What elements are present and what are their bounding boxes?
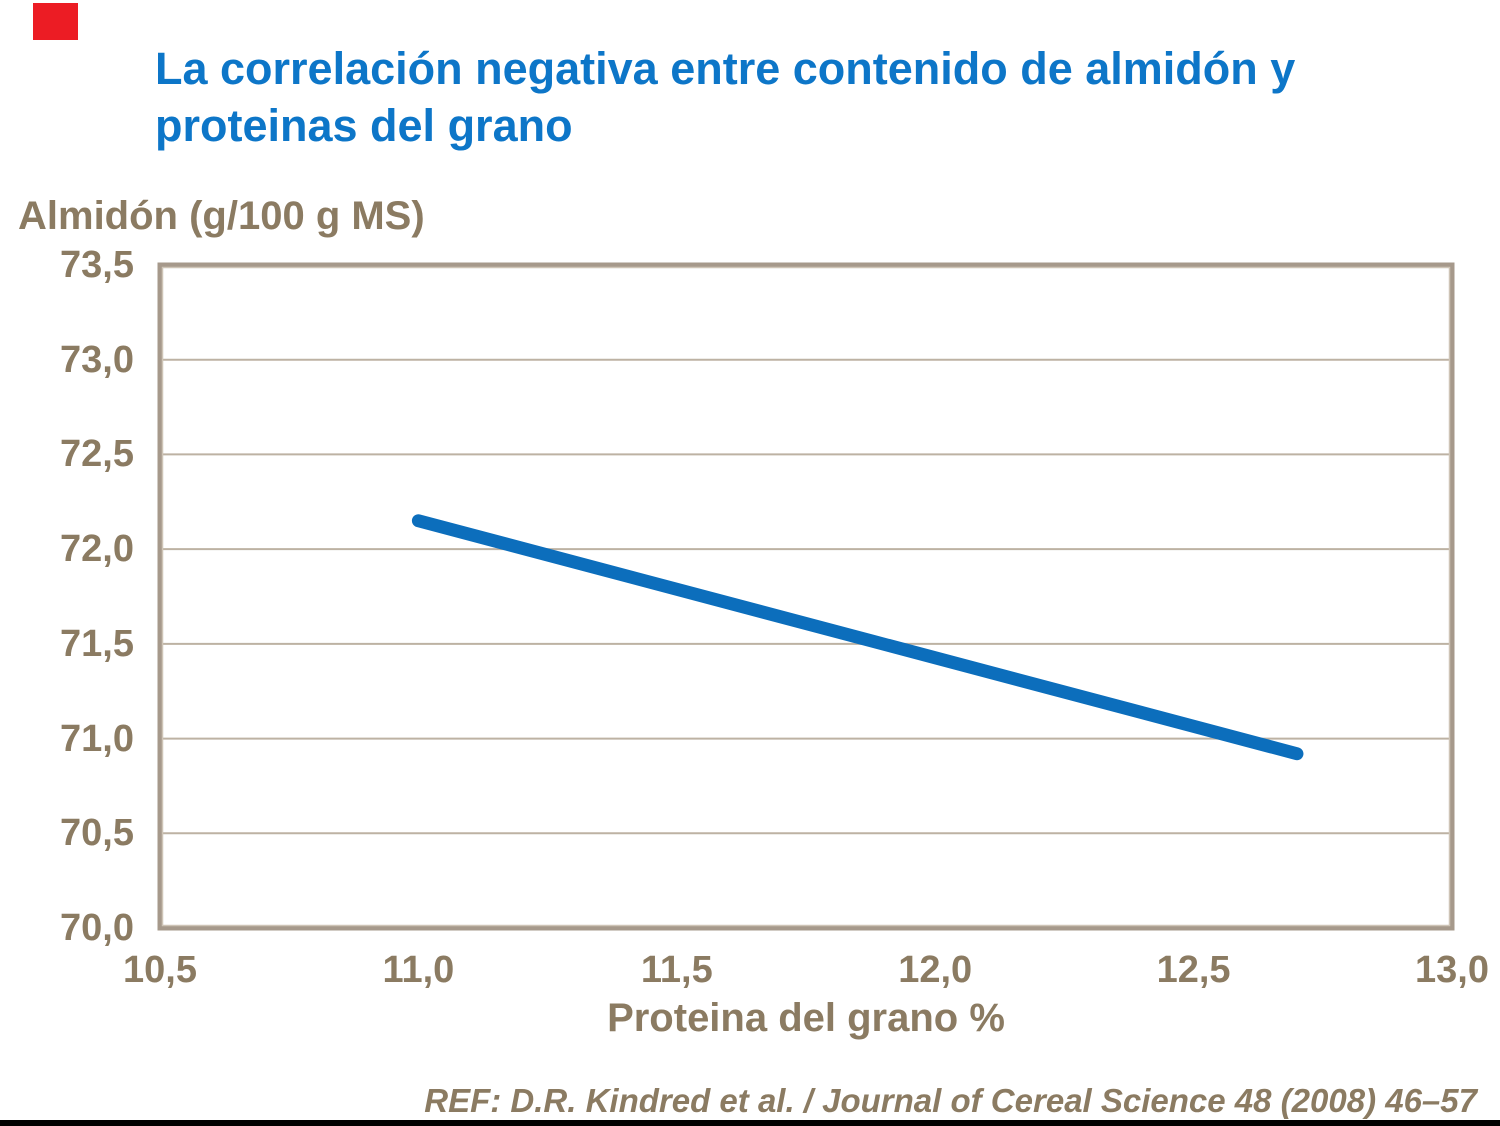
bottom-border-bar bbox=[0, 1120, 1500, 1126]
x-tick-label: 10,5 bbox=[123, 949, 197, 991]
x-tick-label: 12,0 bbox=[898, 949, 973, 991]
x-tick-label: 11,0 bbox=[382, 949, 455, 991]
trend-line bbox=[411, 514, 1304, 761]
red-corner-mark bbox=[33, 3, 78, 40]
x-tick-label: 11,5 bbox=[640, 949, 713, 991]
y-tick-label: 70,5 bbox=[60, 812, 134, 855]
x-tick-label: 13,0 bbox=[1415, 949, 1489, 991]
y-tick-label: 72,0 bbox=[60, 528, 134, 571]
x-axis-title: Proteina del grano % bbox=[607, 996, 1005, 1040]
plot-border bbox=[157, 262, 1455, 931]
y-tick-label: 71,5 bbox=[60, 622, 134, 665]
y-tick-label: 71,0 bbox=[60, 717, 134, 760]
reference-citation: REF: D.R. Kindred et al. / Journal of Ce… bbox=[424, 1082, 1477, 1119]
plot-area bbox=[157, 262, 1455, 931]
slide-title: La correlación negativa entre contenido … bbox=[155, 43, 1296, 151]
y-tick-label: 72,5 bbox=[60, 433, 134, 476]
plot-border-highlight bbox=[161, 266, 1451, 927]
y-tick-label: 73,5 bbox=[60, 244, 134, 286]
y-tick-label: 73,0 bbox=[60, 338, 134, 381]
y-axis-title: Almidón (g/100 g MS) bbox=[18, 194, 425, 238]
x-tick-label: 12,5 bbox=[1156, 949, 1231, 991]
y-tick-label: 70,0 bbox=[60, 907, 134, 949]
